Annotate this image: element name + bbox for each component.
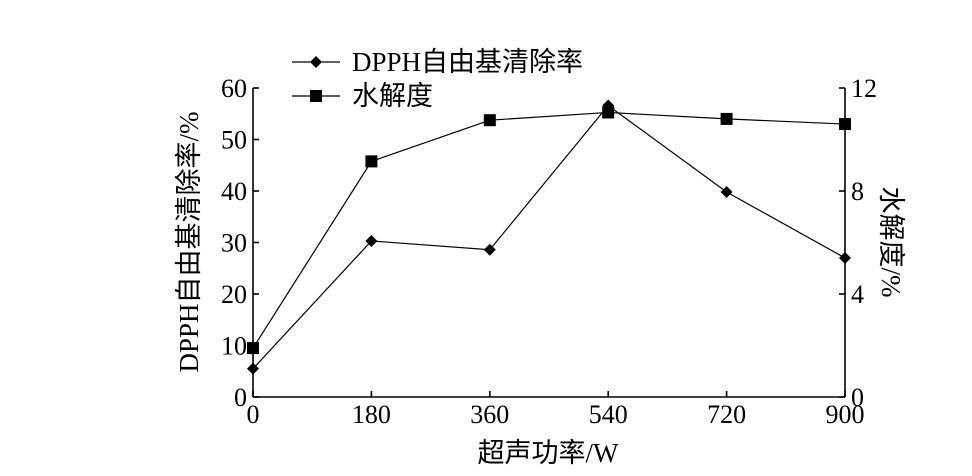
series-1-point [483,243,496,256]
y-tick-label: 40 [221,177,247,206]
legend-marker-2 [310,90,322,102]
x-tick-label: 540 [589,400,628,429]
y-tick-label: 0 [234,383,247,412]
y-tick-label: 50 [221,126,247,155]
legend-marker-1 [310,56,322,68]
axes [252,88,846,398]
series-2-point [720,112,733,125]
series-2-point [365,155,378,168]
series-2-point [602,106,615,119]
legend-label-2: 水解度 [352,81,433,111]
y-tick-label: 30 [221,229,247,258]
y-tick-label: 10 [221,332,247,361]
series-2-point [483,114,496,127]
series-1-point [720,186,733,199]
y2-tick-label: 8 [851,177,864,206]
series-layer [247,99,851,375]
y2-axis-title: 水解度/% [876,187,906,298]
y2-tick-label: 12 [851,74,877,103]
series-line-2 [252,111,846,349]
x-tick-label: 900 [826,400,865,429]
x-tick-label: 0 [247,400,260,429]
series-line-1 [252,104,846,370]
x-axis-title: 超声功率/W [478,438,620,468]
y2-tick-label: 0 [851,383,864,412]
series-2-point [839,118,851,131]
y-tick-label: 60 [221,74,247,103]
y2-tick-label: 4 [851,280,864,309]
x-tick-label: 360 [470,400,509,429]
series-1-point [365,234,378,247]
legend-label-1: DPPH自由基清除率 [352,47,583,77]
y-axis-title: DPPH自由基清除率/% [174,111,204,372]
series-1-point [839,251,851,264]
x-tick-label: 720 [707,400,746,429]
series-2-point [247,342,259,355]
x-tick-label: 180 [352,400,391,429]
series-1-point [247,362,259,375]
y-tick-label: 20 [221,280,247,309]
